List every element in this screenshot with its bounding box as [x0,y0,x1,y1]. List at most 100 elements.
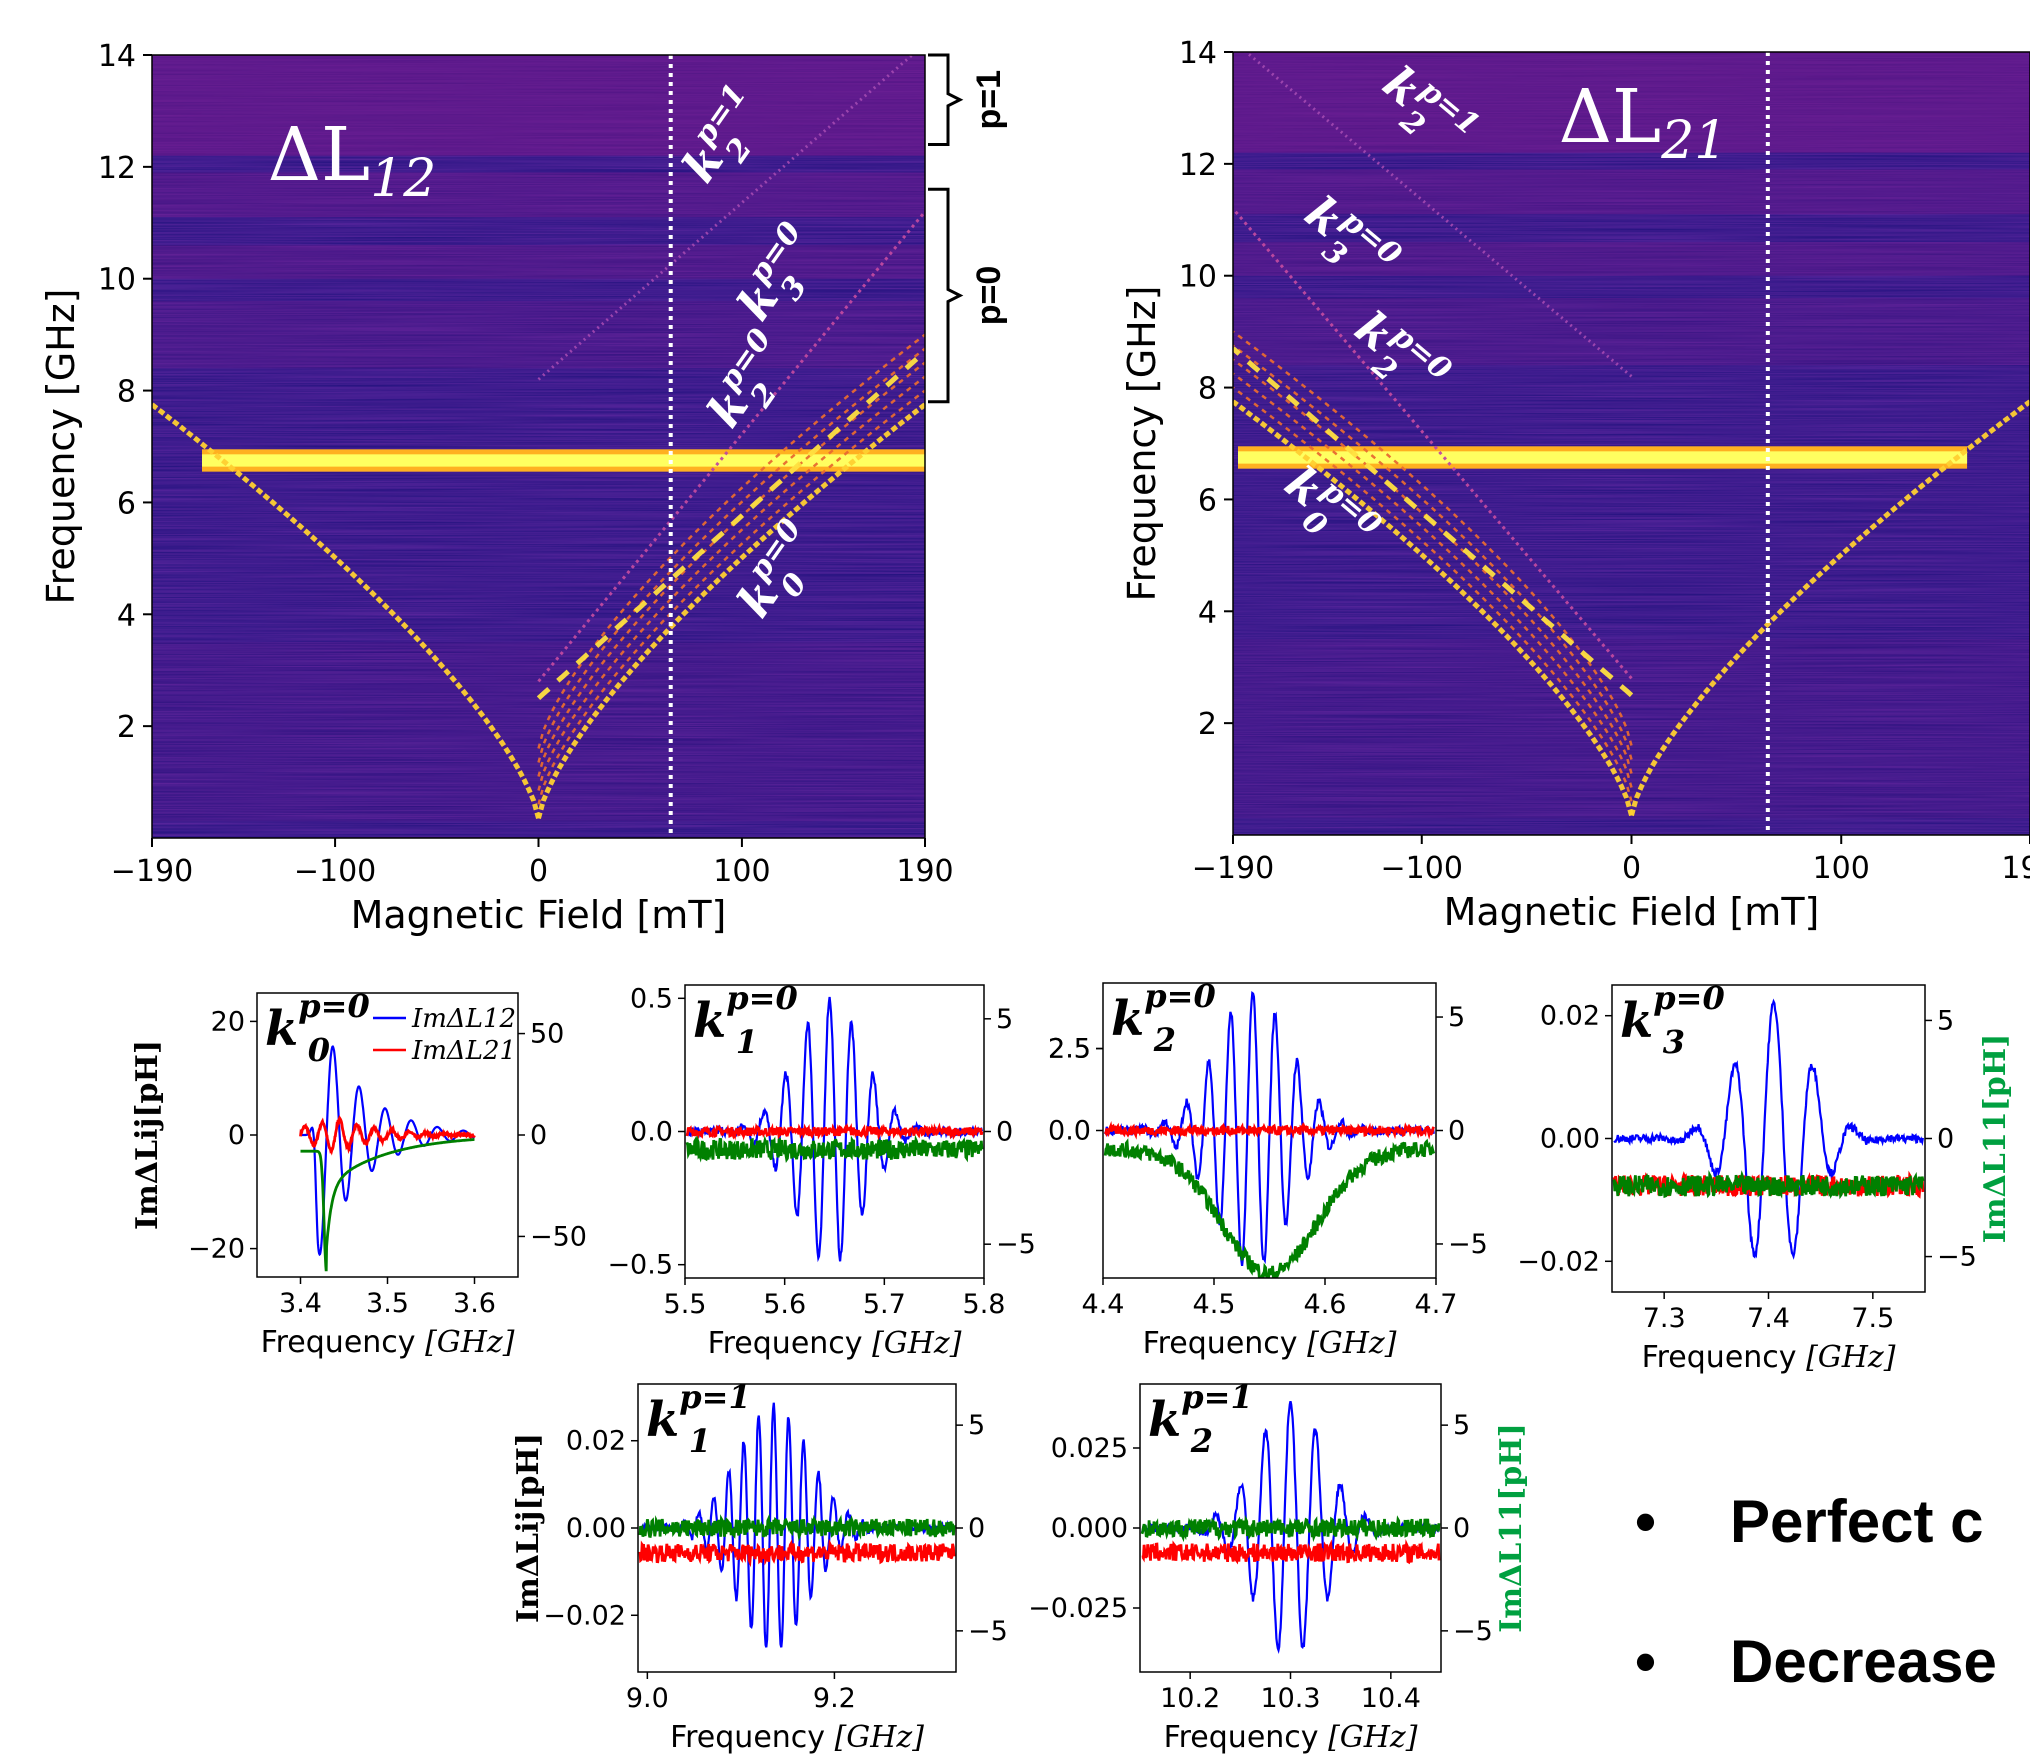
x-tick-label: 9.2 [813,1683,856,1714]
series-line-0 [1613,998,1924,1260]
x-tick-label: 7.5 [1851,1303,1894,1334]
x-axis-label: Frequency [GHz] [670,1720,924,1755]
series-line-1 [1141,1539,1441,1565]
y2-tick-label: 0 [530,1120,547,1151]
heatmap-band [152,245,925,279]
k0-spread [537,333,925,749]
k0-spread [537,347,925,763]
heatmap-band [152,55,925,156]
x-tick-label: 9.0 [626,1683,669,1714]
panel-mode-label: kp=0 1 [693,979,798,1061]
x-tick-label: 5.7 [863,1289,906,1320]
y-tick-label: 12 [1179,148,1217,183]
k0-spread [537,375,925,791]
y2-tick-label: −5 [968,1616,1008,1647]
k0-spread [1233,330,1633,746]
y-tick-label: 0.00 [1540,1124,1600,1155]
x-axis-label: Frequency [GHz] [1164,1720,1418,1755]
line-panel-k1-p=0: 5.5 5.6 5.7 5.8 0.5 0.0 −0.5 5 0 −5 Frequency [GHz… [607,979,1035,1361]
heatmap-noise [1233,52,2030,835]
y-tick-label: 10 [98,263,136,298]
y2-tick-label: 5 [1448,1002,1465,1033]
series-line-2 [1103,1138,1436,1278]
y2-tick-label: 5 [968,1410,985,1441]
plot-area [1612,998,1925,1260]
y2-tick-label: 5 [1453,1410,1470,1441]
y-tick-label: 4 [117,598,136,633]
x-tick-label: 0 [529,854,548,889]
x-axis-label: Frequency [GHz] [1143,1326,1397,1361]
y-tick-label: −0.025 [1028,1593,1128,1624]
y2-tick-label: 0 [1937,1124,1954,1155]
y-tick-label: 0.000 [1051,1513,1128,1544]
y2-tick-label: −5 [1453,1616,1493,1647]
y-tick-label: 0.02 [1540,1001,1600,1032]
x-tick-label: −190 [111,854,193,889]
y-tick-label: 12 [98,151,136,186]
x-tick-label: 4.4 [1082,1289,1125,1320]
bracket-p1 [928,53,964,146]
panel-mode-label: kp=0 2 [1111,977,1216,1059]
y-tick-label: 0.02 [566,1426,626,1457]
x-tick-label: 190 [896,854,953,889]
legend-label: ImΔL12 [411,1004,516,1034]
x-tick-label: 3.6 [453,1288,496,1319]
k2-p0-line [1233,346,1634,698]
heatmap-band [1233,298,2030,366]
series-line-1 [685,1122,984,1141]
x-tick-label: 190 [2001,851,2030,886]
series-line-2 [638,1513,956,1542]
x-axis-label: Frequency [GHz] [261,1325,515,1360]
x-tick-label: 5.8 [963,1289,1006,1320]
heatmap-dl21: −190 −100 0 100 190 2 4 6 8 10 12 14 Magnetic Field … [1120,36,2030,934]
heatmap-band [1233,639,2030,819]
bracket-p0 [928,187,964,404]
y2-tick-label: −5 [996,1229,1036,1260]
y2-tick-label: 50 [530,1019,564,1050]
y-tick-label: 2.5 [1048,1034,1091,1065]
y-tick-label: −20 [188,1234,245,1265]
series-line-0 [300,1045,475,1257]
y2-tick-label: 0 [968,1513,985,1544]
y-axis-label: Frequency [GHz] [1120,285,1164,601]
y-tick-label: −0.02 [1517,1246,1600,1277]
x-tick-label: 0 [1622,851,1641,886]
y2-axis-label: ImΔL11[pH] [1978,1034,2013,1244]
series-line-2 [685,1134,984,1164]
plot-area [1103,991,1436,1278]
y2-tick-label: 0 [996,1117,1013,1148]
y-axis-label: ImΔLij[pH] [130,1040,165,1230]
y-tick-label: 10 [1179,260,1217,295]
y-axis-label: Frequency [GHz] [39,288,83,604]
y2-axis-label: ImΔL11[pH] [1494,1423,1529,1633]
series-line-1 [1103,1120,1436,1140]
y2-tick-label: −5 [1937,1242,1977,1273]
x-tick-label: 3.4 [279,1288,322,1319]
y-tick-label: 14 [98,39,136,74]
y2-tick-label: −5 [1448,1229,1488,1260]
y-tick-label: 6 [1198,483,1217,518]
y-tick-label: 0 [228,1120,245,1151]
x-tick-label: 10.4 [1361,1683,1421,1714]
y-tick-label: 4 [1198,595,1217,630]
line-panel-k2-p=1: 10.2 10.3 10.4 0.025 0.000 −0.025 5 0 −5 Frequenc… [1028,1378,1529,1755]
x-axis-label: Magnetic Field [mT] [1444,890,1820,934]
heatmap-band [152,172,925,218]
y-tick-label: 20 [211,1006,245,1037]
k0-branch-right [1629,399,2030,817]
x-tick-label: 100 [1813,851,1870,886]
x-tick-label: −100 [294,854,376,889]
heatmap-band [152,301,925,369]
k0-spread [537,389,925,805]
bright-band-core [1238,451,1968,464]
x-axis-label: Magnetic Field [mT] [351,893,727,937]
y2-tick-label: −50 [530,1221,587,1252]
x-axis-label: Frequency [GHz] [708,1326,962,1361]
x-axis-label: Frequency [GHz] [1642,1340,1896,1375]
line-panel-k3-p=0: 7.3 7.4 7.5 0.02 0.00 −0.02 5 0 −5 Frequency [GHz… [1517,979,2013,1375]
k2-p1-line [537,55,915,381]
heatmap-band [152,642,925,822]
plot-area [638,1402,956,1648]
y-tick-label: 0.0 [630,1117,673,1148]
